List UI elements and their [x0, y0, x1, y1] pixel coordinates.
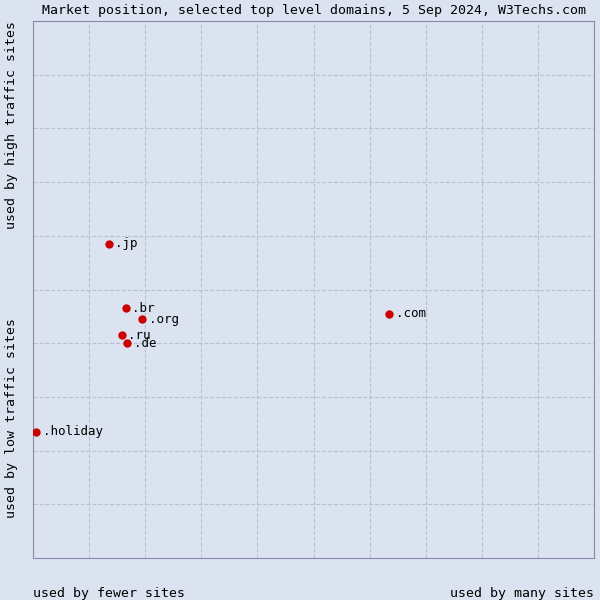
Title: Market position, selected top level domains, 5 Sep 2024, W3Techs.com: Market position, selected top level doma… [41, 4, 586, 17]
Text: used by low traffic sites: used by low traffic sites [5, 318, 18, 518]
Text: .holiday: .holiday [43, 425, 103, 439]
Point [137, 314, 147, 324]
Point [122, 338, 132, 348]
Text: .de: .de [134, 337, 157, 350]
Point [117, 331, 127, 340]
Text: .br: .br [132, 302, 155, 315]
Point [104, 239, 113, 248]
Point [385, 309, 394, 319]
Text: .org: .org [149, 313, 179, 326]
Text: used by many sites: used by many sites [450, 587, 594, 600]
Text: .jp: .jp [115, 238, 138, 250]
Text: used by fewer sites: used by fewer sites [33, 587, 185, 600]
Point [31, 427, 41, 437]
Point [121, 304, 130, 313]
Text: .ru: .ru [128, 329, 151, 341]
Text: used by high traffic sites: used by high traffic sites [5, 21, 18, 229]
Text: .com: .com [396, 307, 426, 320]
